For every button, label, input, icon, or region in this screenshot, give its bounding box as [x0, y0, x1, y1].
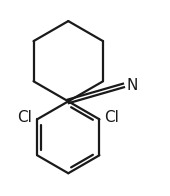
- Text: N: N: [127, 78, 138, 93]
- Text: Cl: Cl: [104, 110, 119, 125]
- Text: Cl: Cl: [17, 110, 32, 125]
